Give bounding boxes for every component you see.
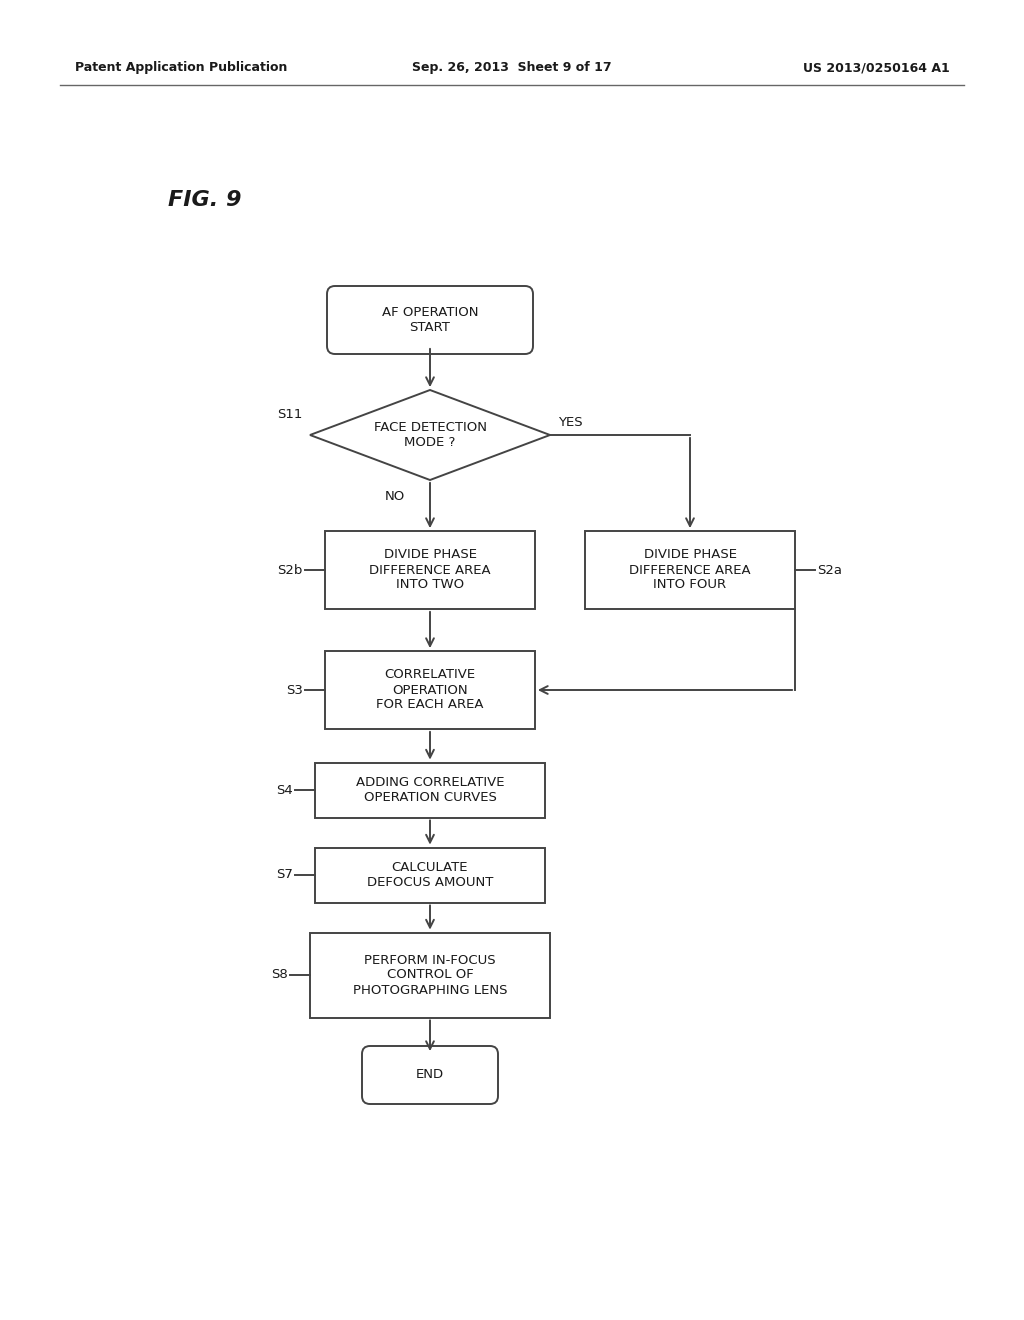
Text: S3: S3	[286, 684, 303, 697]
Text: Sep. 26, 2013  Sheet 9 of 17: Sep. 26, 2013 Sheet 9 of 17	[413, 62, 611, 74]
Text: FIG. 9: FIG. 9	[168, 190, 242, 210]
Text: END: END	[416, 1068, 444, 1081]
Bar	[310, 932, 550, 1018]
FancyBboxPatch shape	[362, 1045, 498, 1104]
Text: CALCULATE
DEFOCUS AMOUNT: CALCULATE DEFOCUS AMOUNT	[367, 861, 494, 888]
Text: DIVIDE PHASE
DIFFERENCE AREA
INTO TWO: DIVIDE PHASE DIFFERENCE AREA INTO TWO	[370, 549, 490, 591]
Text: PERFORM IN-FOCUS
CONTROL OF
PHOTOGRAPHING LENS: PERFORM IN-FOCUS CONTROL OF PHOTOGRAPHIN…	[352, 953, 507, 997]
Text: S2a: S2a	[817, 564, 842, 577]
Text: NO: NO	[385, 490, 406, 503]
Text: S11: S11	[276, 408, 302, 421]
Text: US 2013/0250164 A1: US 2013/0250164 A1	[803, 62, 950, 74]
Bar	[585, 531, 795, 609]
FancyBboxPatch shape	[327, 286, 534, 354]
Text: AF OPERATION
START: AF OPERATION START	[382, 306, 478, 334]
Text: DIVIDE PHASE
DIFFERENCE AREA
INTO FOUR: DIVIDE PHASE DIFFERENCE AREA INTO FOUR	[629, 549, 751, 591]
Text: S4: S4	[276, 784, 293, 796]
Text: CORRELATIVE
OPERATION
FOR EACH AREA: CORRELATIVE OPERATION FOR EACH AREA	[376, 668, 483, 711]
Bar	[315, 847, 545, 903]
Text: ADDING CORRELATIVE
OPERATION CURVES: ADDING CORRELATIVE OPERATION CURVES	[355, 776, 504, 804]
Bar	[315, 763, 545, 817]
Text: S2b: S2b	[278, 564, 303, 577]
Text: FACE DETECTION
MODE ?: FACE DETECTION MODE ?	[374, 421, 486, 449]
Bar	[325, 531, 535, 609]
Polygon shape	[310, 389, 550, 480]
Text: S7: S7	[276, 869, 293, 882]
Text: Patent Application Publication: Patent Application Publication	[75, 62, 288, 74]
Bar	[325, 651, 535, 729]
Text: YES: YES	[558, 417, 583, 429]
Text: S8: S8	[271, 969, 288, 982]
